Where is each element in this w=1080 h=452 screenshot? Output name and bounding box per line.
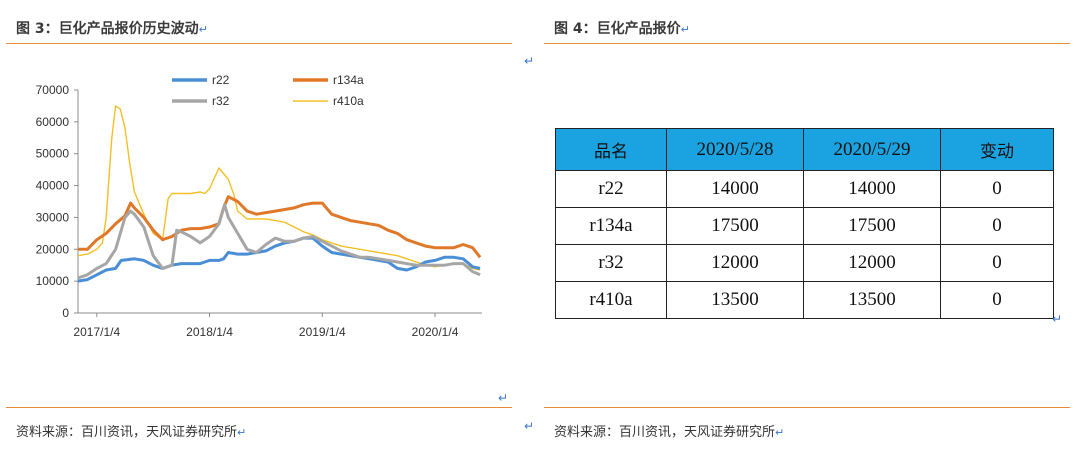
cell-price-1: 13500 — [666, 281, 804, 319]
header-date-2: 2020/5/29 — [803, 128, 941, 171]
cell-product: r32 — [555, 244, 667, 282]
figure-3-top-rule — [6, 43, 512, 44]
table-header-row: 品名 2020/5/28 2020/5/29 变动 — [555, 128, 1054, 171]
figure-4-top-rule — [544, 43, 1070, 44]
cell-price-2: 13500 — [803, 281, 941, 319]
header-change: 变动 — [940, 128, 1054, 171]
cell-product: r134a — [555, 207, 667, 245]
series-line-r32 — [77, 203, 481, 280]
cell-product: r410a — [555, 281, 667, 319]
y-tick-label: 70000 — [36, 83, 70, 97]
legend-label-r134a: r134a — [333, 73, 364, 87]
header-product-name: 品名 — [555, 128, 667, 171]
y-tick-label: 0 — [62, 306, 69, 320]
cell-change: 0 — [940, 207, 1054, 245]
cell-price-1: 12000 — [666, 244, 804, 282]
figure-4-source-text: 资料来源：百川资讯，天风证券研究所 — [554, 425, 776, 440]
table-row: r134a 17500 17500 0 — [555, 207, 1054, 245]
cell-change: 0 — [940, 244, 1054, 282]
y-tick-label: 20000 — [36, 242, 70, 256]
figure-4-title-text: 图 4：巨化产品报价 — [554, 21, 681, 37]
cell-price-2: 17500 — [803, 207, 941, 245]
x-tick-label: 2020/1/4 — [412, 325, 459, 339]
return-mark: ↵ — [237, 426, 247, 439]
x-tick-label: 2019/1/4 — [299, 325, 346, 339]
figure-3-bottom-rule — [6, 407, 512, 408]
y-tick-label: 10000 — [36, 274, 70, 288]
chart-legend: r22 r134a r32 r410a — [172, 73, 364, 108]
figure-3-title: 图 3：巨化产品报价历史波动↵ — [16, 18, 208, 38]
x-tick-label: 2018/1/4 — [186, 325, 233, 339]
figure-4-title: 图 4：巨化产品报价↵ — [554, 18, 690, 38]
figure-3-source: 资料来源：百川资讯，天风证券研究所↵ — [16, 421, 246, 440]
cell-price-1: 17500 — [666, 207, 804, 245]
chart-series — [77, 105, 482, 283]
y-tick-label: 60000 — [36, 115, 70, 129]
header-date-1: 2020/5/28 — [666, 128, 804, 171]
series-line-r410a — [77, 105, 481, 271]
price-history-chart: 0 10000 20000 30000 40000 50000 60000 70000 2017… — [36, 73, 482, 339]
cell-change: 0 — [940, 281, 1054, 319]
series-line-r22 — [77, 236, 481, 283]
return-mark: ↵ — [498, 391, 509, 405]
table-row: r410a 13500 13500 0 — [555, 281, 1054, 319]
return-mark: ↵ — [198, 23, 208, 36]
y-tick-label: 30000 — [36, 210, 70, 224]
cell-product: r22 — [555, 170, 667, 208]
return-mark: ↵ — [524, 419, 535, 433]
legend-label-r22: r22 — [212, 73, 230, 87]
y-tick-label: 50000 — [36, 147, 70, 161]
cell-price-2: 12000 — [803, 244, 941, 282]
cell-change: 0 — [940, 170, 1054, 208]
figure-4-panel: 图 4：巨化产品报价↵ 品名 2020/5/28 2020/5/29 变动 r2… — [540, 0, 1080, 452]
return-mark: ↵ — [1052, 312, 1063, 326]
table-row: r22 14000 14000 0 — [555, 170, 1054, 208]
legend-label-r32: r32 — [212, 94, 230, 108]
cell-price-1: 14000 — [666, 170, 804, 208]
table-row: r32 12000 12000 0 — [555, 244, 1054, 282]
return-mark: ↵ — [680, 23, 690, 36]
figure-4-bottom-rule — [544, 407, 1070, 408]
figure-3-source-text: 资料来源：百川资讯，天风证券研究所 — [16, 425, 238, 440]
x-tick-label: 2017/1/4 — [73, 325, 120, 339]
legend-label-r410a: r410a — [333, 94, 364, 108]
figure-4-source: 资料来源：百川资讯，天风证券研究所↵ — [554, 421, 784, 440]
series-line-r134a — [78, 195, 482, 259]
y-tick-label: 40000 — [36, 179, 70, 193]
figure-3-title-text: 图 3：巨化产品报价历史波动 — [16, 21, 199, 37]
price-table: 品名 2020/5/28 2020/5/29 变动 r22 14000 1400… — [555, 128, 1054, 319]
return-mark: ↵ — [775, 426, 785, 439]
return-mark: ↵ — [524, 54, 535, 68]
chart-axes: 0 10000 20000 30000 40000 50000 60000 70000 2017… — [36, 83, 482, 339]
cell-price-2: 14000 — [803, 170, 941, 208]
figure-3-panel: 图 3：巨化产品报价历史波动↵ 0 10000 20000 30000 40000 500… — [0, 0, 515, 452]
